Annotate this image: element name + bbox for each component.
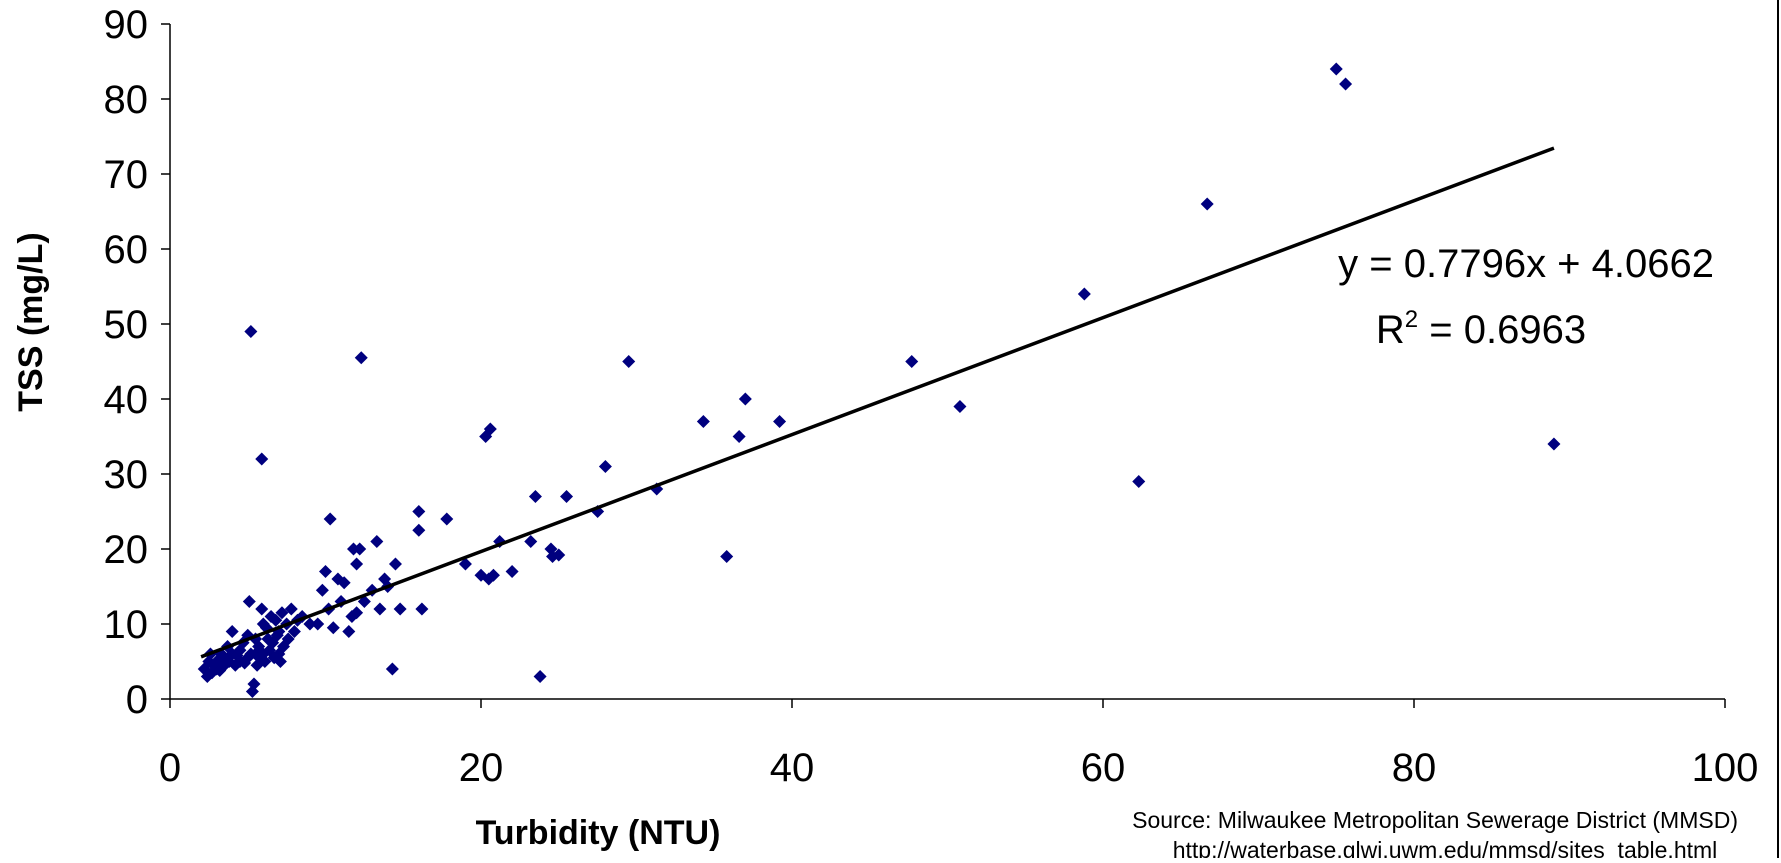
data-point [370, 535, 384, 548]
y-tick-label: 50 [104, 303, 149, 347]
data-point [696, 415, 710, 428]
data-point [315, 583, 329, 597]
data-point [412, 523, 426, 537]
data-point [354, 351, 368, 365]
axes [169, 0, 1779, 858]
data-points [197, 62, 1561, 698]
data-point [622, 355, 636, 368]
x-tick-label: 0 [159, 746, 181, 790]
x-tick-label: 40 [770, 746, 815, 790]
y-tick-label: 10 [104, 603, 149, 647]
y-tick-label: 40 [104, 378, 149, 422]
data-point [560, 490, 574, 503]
data-point [275, 606, 289, 620]
data-point [486, 568, 500, 582]
y-tick-label: 0 [126, 678, 148, 722]
data-point [287, 625, 301, 638]
data-point [258, 655, 272, 668]
data-point [247, 677, 261, 691]
data-point [1200, 197, 1214, 211]
data-point [255, 602, 269, 616]
data-point [415, 602, 429, 616]
data-point [342, 625, 356, 638]
data-point [269, 613, 283, 627]
data-point [255, 452, 269, 466]
data-point [1132, 475, 1146, 488]
trendline-r-squared: R2 = 0.6963 [1376, 306, 1586, 352]
source-line-1: Source: Milwaukee Metropolitan Sewerage … [1132, 807, 1738, 833]
data-point [505, 565, 519, 578]
y-tick-label: 90 [104, 3, 149, 47]
data-point [1339, 77, 1353, 91]
axis-ticks: 0 10 20 30 40 50 60 70 80 90 0 20 40 60 80 100 [104, 3, 1759, 790]
data-point [350, 606, 364, 620]
data-point [738, 392, 752, 406]
r-squared-value: = 0.6963 [1418, 308, 1586, 352]
source-line-2: http://waterbase.glwi.uwm.edu/mmsd/sites… [1173, 837, 1718, 858]
data-point [1329, 62, 1343, 76]
y-tick-label: 70 [104, 153, 149, 197]
data-point [385, 662, 399, 676]
data-point [225, 625, 239, 638]
x-tick-label: 20 [459, 746, 504, 790]
r-squared-exponent: 2 [1405, 306, 1418, 333]
x-tick-label: 60 [1081, 746, 1126, 790]
y-tick-label: 30 [104, 453, 149, 497]
data-point [720, 550, 734, 563]
trendline-group [200, 146, 1555, 659]
y-axis-title: TSS (mg/L) [12, 232, 50, 411]
data-point [1077, 287, 1091, 301]
data-point [393, 602, 407, 616]
data-point [337, 576, 351, 590]
data-point [311, 617, 325, 631]
r-squared-prefix: R [1376, 308, 1405, 352]
data-point [245, 685, 259, 698]
data-point [552, 548, 566, 562]
data-point [458, 557, 472, 571]
data-point [524, 535, 538, 548]
data-point [440, 512, 454, 526]
data-point [373, 602, 387, 616]
data-point [533, 670, 547, 683]
data-point [284, 602, 298, 616]
y-tick-label: 20 [104, 528, 149, 572]
x-axis-title: Turbidity (NTU) [476, 814, 721, 852]
trendline-equation: y = 0.7796x + 4.0662 [1338, 242, 1714, 286]
data-point [319, 565, 332, 578]
x-tick-label: 100 [1692, 746, 1759, 790]
data-point [353, 542, 367, 556]
y-tick-label: 60 [104, 228, 149, 272]
data-point [483, 422, 497, 436]
data-point [773, 415, 787, 428]
data-point [528, 490, 542, 503]
data-point [326, 621, 340, 635]
trendline [200, 146, 1555, 659]
y-tick-label: 80 [104, 78, 149, 122]
data-point [953, 400, 967, 413]
data-point [242, 595, 256, 608]
data-point [323, 512, 337, 526]
data-point [350, 557, 364, 571]
x-tick-label: 80 [1392, 746, 1437, 790]
data-point [732, 430, 746, 443]
data-point [273, 655, 287, 668]
data-point [244, 325, 258, 338]
data-point [412, 505, 426, 518]
data-point [281, 632, 295, 646]
data-point [598, 460, 612, 473]
data-point [1547, 437, 1561, 451]
data-point [905, 355, 919, 368]
data-point [388, 557, 402, 571]
data-point [303, 617, 317, 631]
